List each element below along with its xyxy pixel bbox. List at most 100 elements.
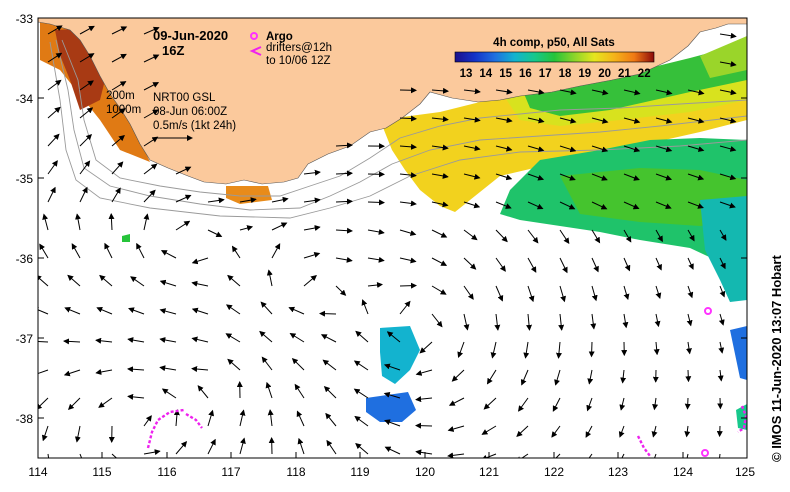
current-vector-31	[463, 116, 481, 123]
current-vector-164	[38, 306, 49, 315]
lat-label-38: -38	[16, 412, 34, 426]
current-vector-143	[67, 274, 81, 287]
current-vector-128	[303, 251, 321, 259]
current-vector-111	[463, 229, 478, 241]
current-vector-0	[47, 25, 63, 35]
lat-label-36: -36	[16, 252, 34, 266]
current-vector-30	[431, 116, 449, 123]
current-vector-70	[559, 173, 576, 181]
map-frame	[37, 17, 748, 459]
lat-label-35: -35	[16, 172, 34, 186]
current-vector-287	[447, 452, 465, 458]
lon-label-124: 124	[673, 465, 693, 479]
current-vector-108	[367, 228, 385, 235]
current-vector-282	[297, 437, 305, 455]
current-vector-165	[64, 307, 81, 315]
current-vector-183	[654, 313, 661, 328]
current-vector-272	[684, 425, 691, 438]
drifter-track-1	[146, 408, 185, 449]
current-vector-249	[652, 397, 659, 411]
current-vector-180	[558, 313, 565, 331]
current-vector-39	[719, 117, 737, 124]
current-vector-91	[527, 201, 544, 210]
current-vector-92	[559, 201, 576, 210]
current-vector-291	[584, 453, 593, 458]
current-vector-241	[383, 391, 401, 399]
current-vector-105	[271, 222, 288, 231]
current-vector-15	[431, 87, 449, 94]
current-vector-125	[191, 257, 209, 265]
current-vector-42	[111, 134, 125, 147]
current-vector-194	[289, 332, 305, 343]
current-vector-72	[623, 173, 640, 181]
current-vector-201	[523, 341, 530, 359]
current-vector-12	[111, 81, 127, 91]
current-vector-145	[130, 276, 145, 287]
argo-floats	[701, 307, 712, 457]
current-vector-86	[367, 199, 385, 206]
lon-label-119: 119	[350, 465, 369, 479]
current-vector-295	[719, 453, 721, 458]
current-vector-119	[719, 229, 727, 241]
current-vector-89	[463, 201, 481, 209]
current-vector-55	[687, 145, 705, 152]
current-vector-247	[586, 397, 593, 412]
current-vector-174	[361, 299, 369, 315]
current-vector-132	[431, 257, 448, 266]
current-vector-46	[399, 143, 417, 150]
current-vector-159	[591, 285, 598, 302]
current-vector-63	[335, 170, 353, 177]
contour-200-label: 200m	[106, 90, 135, 102]
contour-1000-label: 1000m	[106, 104, 141, 116]
current-vector-276	[111, 453, 118, 458]
colorbar-tick-19: 19	[578, 68, 591, 80]
current-vector-189	[127, 337, 145, 344]
current-vector-130	[367, 256, 385, 263]
current-vector-144	[99, 274, 113, 287]
current-vector-271	[651, 425, 658, 438]
current-vector-196	[355, 330, 369, 343]
current-vector-146	[159, 279, 177, 287]
current-vector-224	[554, 369, 561, 386]
current-vector-222	[486, 369, 497, 385]
current-vector-268	[551, 425, 561, 438]
current-vector-69	[527, 173, 545, 181]
current-vector-184	[686, 313, 693, 327]
current-vector-162	[687, 285, 694, 299]
argo-float-1	[704, 307, 712, 315]
current-vector-250	[684, 397, 691, 410]
current-vector-117	[655, 229, 663, 243]
colorbar-tick-21: 21	[618, 68, 631, 80]
lon-label-125: 125	[735, 465, 755, 479]
colorbar-tick-15: 15	[499, 68, 512, 80]
current-vector-226	[620, 369, 627, 384]
currents-product: NRT00 GSL	[153, 92, 216, 104]
current-vector-280	[239, 437, 246, 455]
drifter-legend-icon	[249, 46, 262, 56]
current-vector-213	[191, 366, 209, 373]
current-vector-81	[207, 197, 225, 204]
current-vector-47	[431, 144, 449, 151]
current-vector-267	[516, 425, 529, 437]
current-vector-260	[296, 410, 305, 427]
current-vector-133	[463, 257, 477, 270]
current-vector-71	[591, 173, 608, 181]
current-vector-13	[143, 82, 160, 91]
current-vector-208	[38, 369, 49, 377]
current-vector-127	[271, 243, 281, 259]
current-vector-219	[383, 363, 401, 371]
current-vector-62	[303, 169, 321, 176]
current-vector-137	[591, 257, 599, 273]
current-vector-40	[47, 133, 60, 147]
current-vector-99	[75, 213, 81, 231]
current-vector-106	[303, 225, 321, 231]
current-vector-285	[384, 446, 401, 455]
current-vector-152	[367, 282, 383, 289]
current-vector-239	[323, 385, 337, 399]
current-vector-229	[717, 369, 724, 382]
sst-colorbar: 4h comp, p50, All Sats 13 14 15 16 17 18 19 20 2…	[454, 37, 655, 80]
current-vector-110	[431, 229, 448, 238]
current-vector-57	[47, 160, 58, 175]
current-vector-53	[623, 145, 641, 153]
current-vector-66	[431, 172, 449, 179]
